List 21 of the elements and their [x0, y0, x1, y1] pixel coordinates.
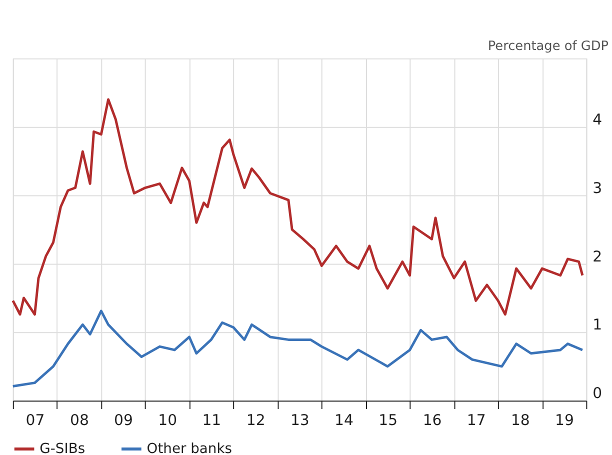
- x-tick-label: 10: [158, 410, 178, 429]
- legend-label: G-SIBs: [40, 440, 86, 455]
- y-tick-label: 3: [592, 178, 602, 197]
- y-axis-title: Percentage of GDP: [488, 38, 609, 54]
- x-tick-label: 17: [466, 410, 486, 429]
- x-tick-label: 07: [26, 410, 45, 429]
- y-tick-label: 1: [592, 316, 602, 334]
- x-tick-label: 18: [510, 410, 530, 429]
- x-tick-label: 11: [202, 410, 222, 429]
- x-tick-label: 15: [378, 410, 398, 429]
- x-tick-label: 19: [555, 410, 574, 429]
- y-tick-label: 2: [592, 247, 602, 266]
- y-tick-label: 4: [592, 110, 602, 128]
- x-tick-label: 08: [70, 410, 89, 429]
- x-tick-label: 12: [246, 410, 266, 429]
- x-tick-label: 16: [422, 410, 442, 429]
- x-tick-label: 14: [334, 410, 354, 429]
- x-tick-label: 09: [114, 410, 133, 429]
- legend-label: Other banks: [146, 440, 232, 455]
- y-tick-label: 0: [592, 384, 602, 402]
- x-tick-label: 13: [290, 410, 310, 429]
